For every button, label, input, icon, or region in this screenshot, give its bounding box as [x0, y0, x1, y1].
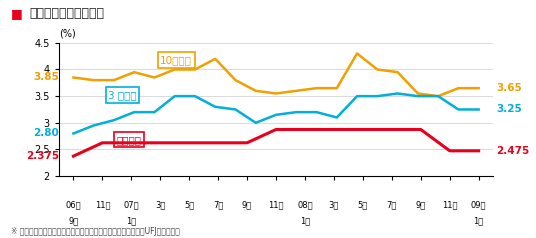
Text: ■: ■	[11, 7, 23, 20]
Text: 3.65: 3.65	[496, 83, 522, 93]
Text: 09年: 09年	[471, 200, 486, 209]
Text: ※ 変動金利は三井住友銀行、３年固定・１０年固定は三菱東京UFJ銀行の金利: ※ 変動金利は三井住友銀行、３年固定・１０年固定は三菱東京UFJ銀行の金利	[11, 227, 180, 236]
Text: 5月: 5月	[358, 200, 368, 209]
Text: 9月: 9月	[68, 216, 79, 225]
Text: 11月: 11月	[95, 200, 110, 209]
Text: 1月: 1月	[126, 216, 137, 225]
Text: 住宅ローン金利の推移: 住宅ローン金利の推移	[29, 7, 105, 20]
Text: 3月: 3月	[329, 200, 339, 209]
Text: 9月: 9月	[415, 200, 426, 209]
Text: 11月: 11月	[269, 200, 284, 209]
Text: 11月: 11月	[442, 200, 457, 209]
Text: 07年: 07年	[123, 200, 139, 209]
Text: 変動金利: 変動金利	[117, 135, 142, 145]
Text: 3.85: 3.85	[33, 73, 59, 83]
Text: (%): (%)	[59, 29, 76, 39]
Text: 2.375: 2.375	[26, 151, 59, 161]
Text: 3.25: 3.25	[496, 104, 522, 114]
Text: 7月: 7月	[213, 200, 224, 209]
Text: 08年: 08年	[297, 200, 313, 209]
Text: 3 年固定: 3 年固定	[108, 90, 137, 100]
Text: 3月: 3月	[155, 200, 166, 209]
Text: 7月: 7月	[386, 200, 397, 209]
Text: 9月: 9月	[242, 200, 252, 209]
Text: 10年固定: 10年固定	[160, 55, 192, 65]
Text: 2.475: 2.475	[496, 146, 529, 156]
Text: 1月: 1月	[473, 216, 484, 225]
Text: 06年: 06年	[65, 200, 81, 209]
Text: 2.80: 2.80	[33, 129, 59, 139]
Text: 1月: 1月	[300, 216, 310, 225]
Text: 5月: 5月	[184, 200, 195, 209]
